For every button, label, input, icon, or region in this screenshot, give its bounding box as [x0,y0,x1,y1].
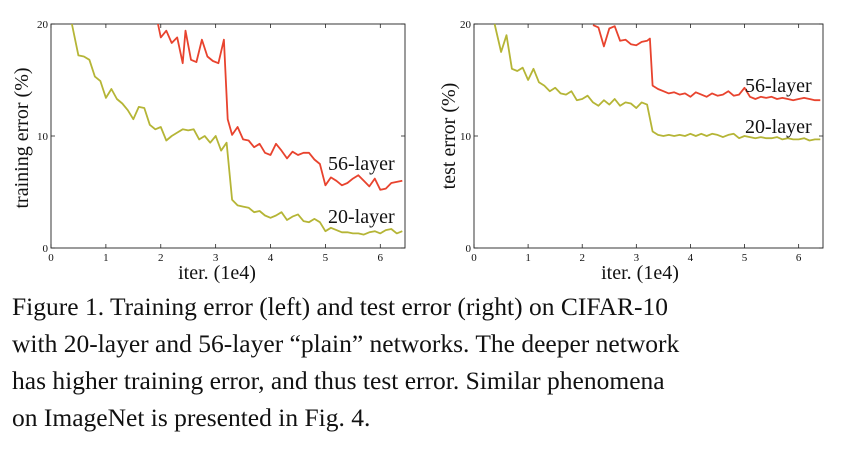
series-line-56-layer [157,23,403,191]
series-label: 20-layer [745,116,812,138]
x-tick-label: 4 [688,252,694,264]
x-tick-label: 2 [579,252,585,264]
caption-line: Figure 1. Training error (left) and test… [12,292,669,321]
x-tick-label: 0 [48,252,54,264]
caption-line: has higher training error, and thus test… [12,366,665,395]
figure: training error (%) iter. (1e4) 0 1 2 3 4 5 6 0 1… [11,19,824,284]
series-line-20-layer [493,23,821,142]
x-tick-label: 1 [525,252,531,264]
x-tick-label: 0 [471,252,477,264]
x-tick-label: 5 [323,252,329,264]
y-axis-label: test error (%) [438,83,460,190]
x-axis-label: iter. (1e4) [601,262,679,284]
series-label: 56-layer [328,153,395,175]
training-error-chart: training error (%) iter. (1e4) 0 1 2 3 4 5 6 0 1… [11,19,406,284]
x-axis-label: iter. (1e4) [178,262,256,284]
y-axis-label: training error (%) [11,67,33,208]
y-tick-label: 0 [43,243,49,255]
series-label: 20-layer [328,206,395,228]
x-tick-label: 2 [158,252,164,264]
y-tick-label: 10 [37,131,49,143]
y-tick-label: 20 [37,19,49,31]
x-tick-label: 1 [103,252,109,264]
series-label: 56-layer [745,75,812,97]
figure-caption: Figure 1. Training error (left) and test… [12,288,838,436]
y-tick-label: 10 [460,131,472,143]
x-tick-label: 6 [378,252,384,264]
caption-line: with 20-layer and 56-layer “plain” netwo… [12,329,680,358]
x-tick-label: 5 [742,252,748,264]
y-tick-label: 0 [466,243,472,255]
series-line-56-layer [592,24,821,102]
x-tick-label: 4 [268,252,274,264]
x-tick-label: 3 [634,252,640,264]
series-line-20-layer [71,23,403,236]
x-tick-label: 6 [796,252,802,264]
x-tick-label: 3 [213,252,219,264]
y-tick-label: 20 [460,19,472,31]
test-error-chart: test error (%) iter. (1e4) 0 1 2 3 4 5 6 0 10 20 5… [438,19,824,284]
caption-line: on ImageNet is presented in Fig. 4. [12,403,371,432]
